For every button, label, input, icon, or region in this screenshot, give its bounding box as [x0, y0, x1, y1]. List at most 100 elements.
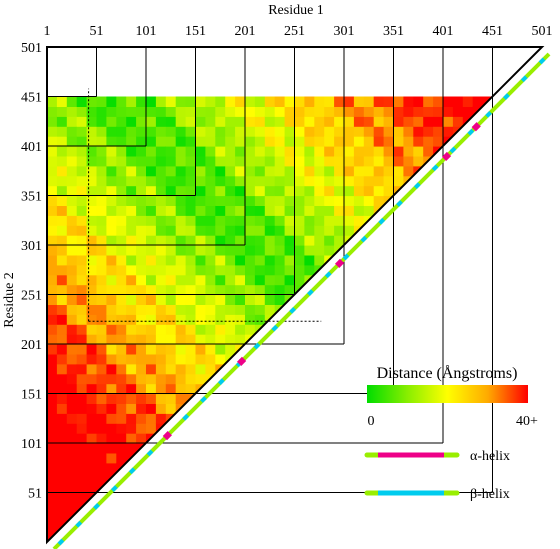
heatmap-cell	[264, 304, 276, 315]
heatmap-cell	[334, 106, 345, 117]
heatmap-cell	[542, 304, 553, 315]
heatmap-cell	[452, 413, 464, 424]
heatmap-cell	[155, 225, 167, 236]
heatmap-cell	[175, 245, 187, 256]
heatmap-cell	[532, 383, 542, 395]
heatmap-cell	[165, 175, 177, 187]
heatmap-cell	[502, 136, 513, 147]
heatmap-cell	[245, 146, 256, 157]
heatmap-cell	[413, 106, 424, 117]
heatmap-cell	[294, 116, 305, 127]
heatmap-cell	[106, 512, 117, 523]
heatmap-cell	[314, 423, 325, 434]
heatmap-cell	[472, 314, 484, 325]
heatmap-cell	[383, 472, 395, 484]
heatmap-cell	[433, 294, 444, 305]
heatmap-cell	[413, 512, 424, 523]
heatmap-cell	[393, 175, 404, 187]
heatmap-cell	[472, 185, 484, 197]
heatmap-cell	[423, 522, 434, 533]
heatmap-cell	[383, 126, 395, 137]
heatmap-cell	[86, 443, 98, 454]
heatmap-cell	[294, 403, 305, 414]
heatmap-cell	[175, 462, 187, 474]
heatmap-cell	[56, 245, 68, 256]
heatmap-cell	[363, 443, 375, 454]
heatmap-cell	[353, 492, 365, 503]
heatmap-cell	[353, 294, 365, 305]
heatmap-cell	[185, 195, 197, 206]
heatmap-cell	[363, 274, 375, 286]
heatmap-cell	[165, 492, 177, 503]
heatmap-cell	[56, 116, 68, 127]
heatmap-cell	[76, 383, 88, 395]
heatmap-cell	[423, 205, 434, 216]
heatmap-cell	[185, 492, 197, 503]
heatmap-cell	[423, 472, 434, 484]
heatmap-cell	[492, 413, 503, 424]
heatmap-cell	[56, 462, 68, 474]
heatmap-cell	[185, 136, 197, 147]
heatmap-cell	[294, 274, 305, 286]
heatmap-cell	[116, 235, 127, 246]
heatmap-cell	[452, 324, 464, 335]
heatmap-cell	[56, 215, 68, 226]
heatmap-cell	[542, 97, 553, 108]
heatmap-cell	[284, 393, 296, 404]
heatmap-cell	[245, 235, 256, 246]
heatmap-cell	[126, 136, 137, 147]
heatmap-cell	[443, 185, 454, 197]
heatmap-cell	[254, 165, 266, 177]
heatmap-cell	[433, 116, 444, 127]
heatmap-cell	[284, 413, 296, 424]
heatmap-cell	[373, 155, 385, 167]
heatmap-cell	[472, 195, 484, 206]
heatmap-cell	[96, 522, 107, 533]
triangle-frame	[46, 46, 545, 545]
heatmap-cell	[165, 403, 177, 414]
heatmap-cell	[195, 462, 206, 474]
heatmap-cell	[126, 205, 137, 216]
heatmap-cell	[373, 116, 385, 127]
heatmap-cell	[47, 334, 58, 345]
heatmap-cell	[393, 96, 404, 107]
heatmap-cell	[215, 294, 226, 305]
heatmap-cell	[185, 443, 197, 454]
heatmap-cell	[106, 363, 117, 375]
heatmap-cell	[314, 532, 325, 542]
heatmap-cell	[373, 512, 385, 523]
heatmap-cell	[96, 195, 107, 206]
heatmap-cell	[304, 235, 315, 246]
heatmap-cell	[86, 96, 98, 107]
heatmap-cell	[254, 522, 266, 533]
heatmap-cell	[146, 225, 157, 236]
heatmap-cell	[403, 245, 414, 256]
heatmap-cell	[86, 126, 98, 137]
heatmap-cell	[245, 155, 256, 167]
heatmap-cell	[245, 452, 256, 464]
heatmap-cell	[304, 522, 315, 533]
heatmap-cell	[215, 126, 226, 137]
heatmap-cell	[502, 195, 513, 206]
heatmap-cell	[304, 363, 315, 375]
heatmap-cell	[96, 225, 107, 236]
heatmap-cell	[126, 443, 137, 454]
heatmap-cell	[512, 344, 523, 355]
heatmap-cell	[294, 423, 305, 434]
heatmap-cell	[363, 433, 375, 444]
heatmap-cell	[304, 324, 315, 335]
heatmap-cell	[462, 264, 474, 276]
heatmap-cell	[502, 116, 513, 127]
heatmap-cell	[304, 185, 315, 197]
heatmap-cell	[264, 254, 276, 266]
heatmap-cell	[363, 146, 375, 157]
heatmap-cell	[47, 344, 58, 355]
heatmap-cell	[185, 116, 197, 127]
heatmap-cell	[373, 254, 385, 266]
heatmap-cell	[205, 334, 216, 345]
heatmap-cell	[413, 472, 424, 484]
heatmap-cell	[136, 205, 147, 216]
beta-helix-segment	[449, 146, 457, 154]
heatmap-cell	[344, 155, 355, 167]
